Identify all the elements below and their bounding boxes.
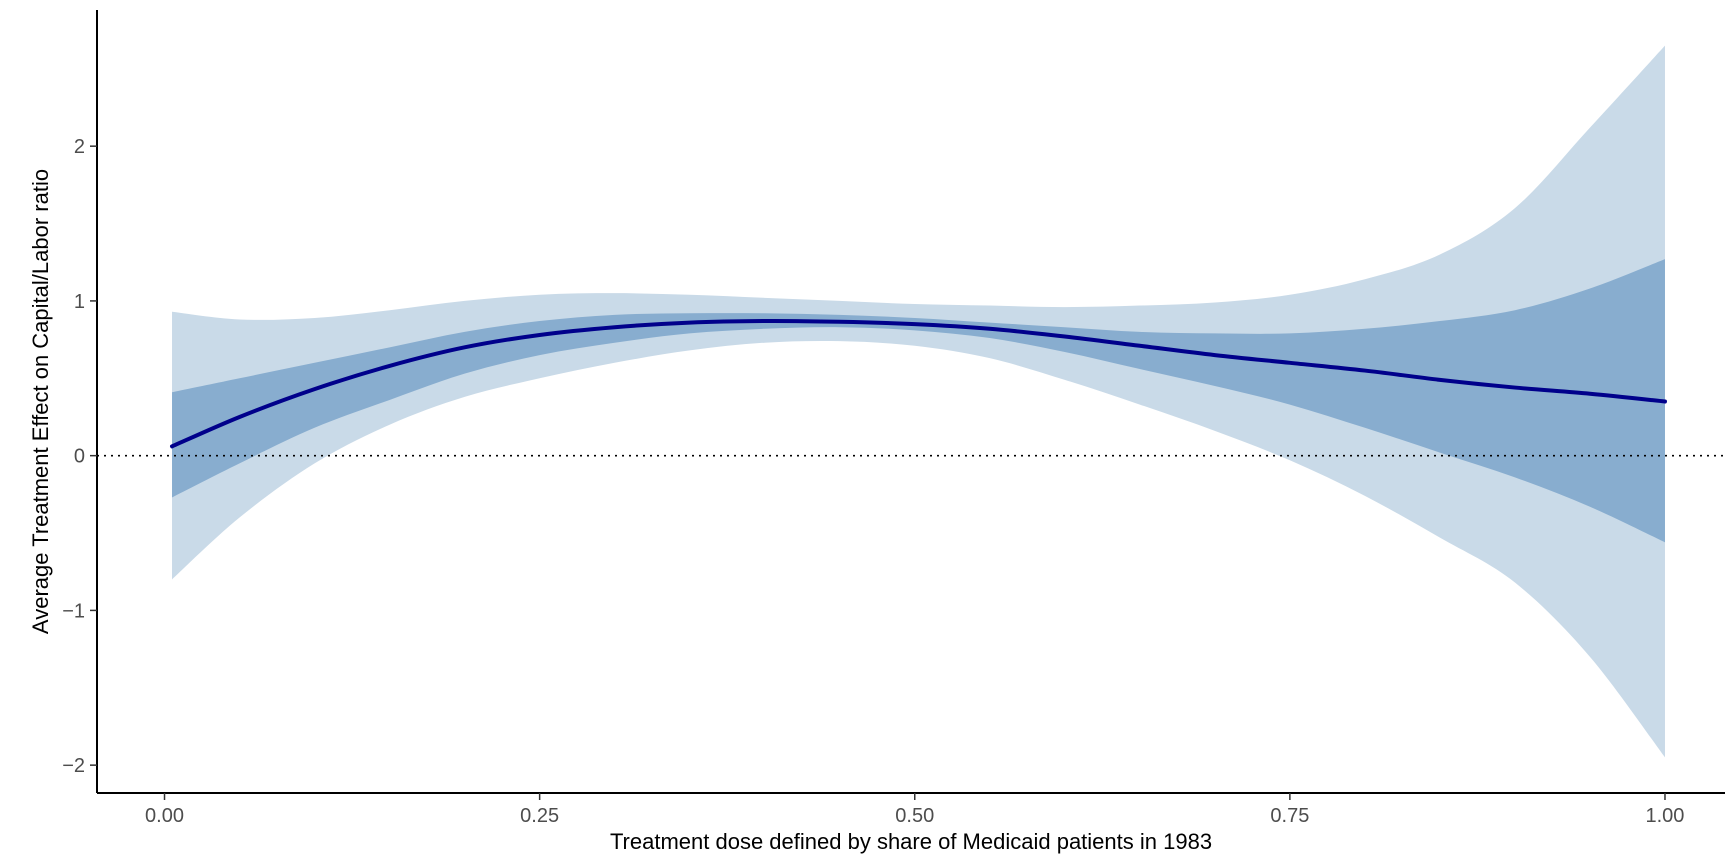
x-tick-label: 0.00 <box>145 805 184 827</box>
x-tick-label: 0.50 <box>895 805 934 827</box>
y-axis-title: Average Treatment Effect on Capital/Labo… <box>28 169 53 634</box>
ate-estimate-line <box>170 319 1667 449</box>
inner-confidence-band <box>172 259 1665 543</box>
x-axis-title: Treatment dose defined by share of Medic… <box>610 829 1212 854</box>
x-tick-label: 0.75 <box>1270 805 1309 827</box>
y-tick-label: 2 <box>74 136 85 158</box>
x-tick-label: 0.25 <box>520 805 559 827</box>
y-tick-label: −2 <box>62 755 85 777</box>
y-tick-label: −1 <box>62 600 85 622</box>
x-tick-label: 1.00 <box>1646 805 1685 827</box>
y-tick-label: 1 <box>74 291 85 313</box>
y-tick-label: 0 <box>74 446 85 468</box>
